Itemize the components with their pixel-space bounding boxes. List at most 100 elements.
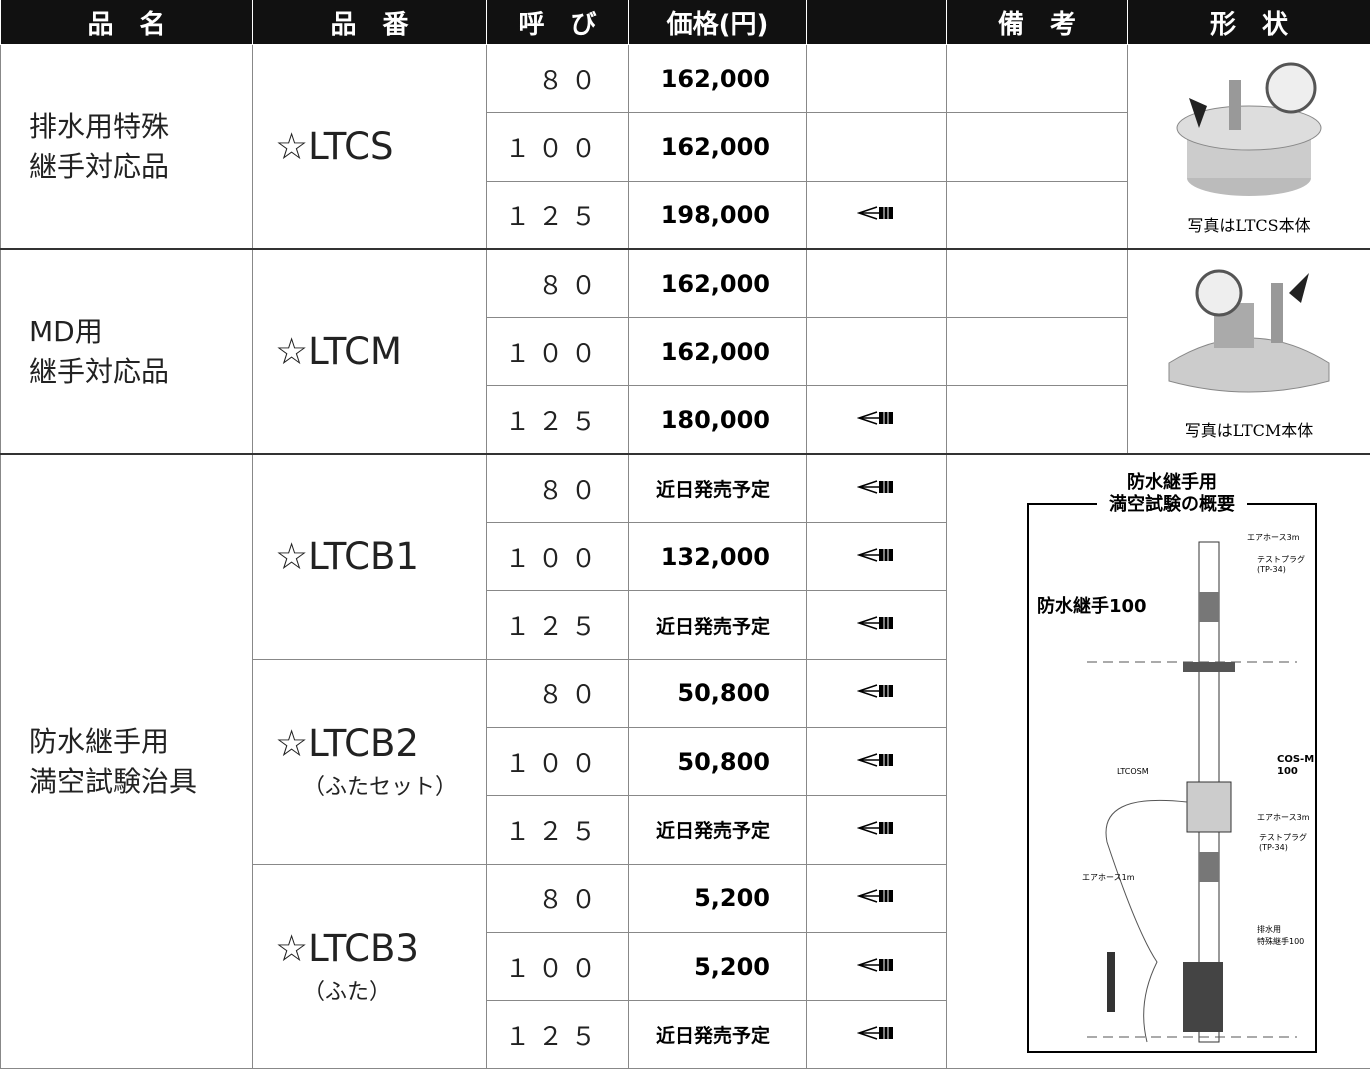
photo-ltcm <box>1168 269 1330 393</box>
diagram-label: エアホース1m <box>1082 873 1135 882</box>
product-code: ☆LTCB2 （ふたセット） <box>252 658 487 865</box>
diagram-label: テストプラグ <box>1257 554 1305 564</box>
plug <box>1199 591 1219 622</box>
pointer-icon <box>856 684 893 699</box>
price: 162,000 <box>628 248 807 319</box>
price: 162,000 <box>628 317 807 387</box>
photo-cell: 写真はLTCS本体 <box>1127 44 1370 250</box>
diagram-label: COS-M <box>1277 754 1314 765</box>
diagram-frame <box>1027 502 1317 1053</box>
size: １００ <box>486 112 629 182</box>
remarks <box>946 317 1128 387</box>
pointer-icon <box>856 752 893 767</box>
product-name: 防水継手用 満空試験治具 <box>0 453 253 1070</box>
price: 5,200 <box>628 931 807 1002</box>
size: １２５ <box>486 180 629 250</box>
diagram-label: テストプラグ <box>1259 832 1307 842</box>
price: 198,000 <box>628 180 807 250</box>
code: ☆LTCB3 <box>275 927 419 970</box>
size: ８０ <box>486 43 629 114</box>
remarks <box>946 385 1128 455</box>
icon-cell <box>806 658 947 728</box>
icon-cell <box>806 726 947 797</box>
icon-cell <box>806 317 947 387</box>
icon-cell <box>806 522 947 592</box>
size: １２５ <box>486 385 629 455</box>
remarks <box>946 43 1128 114</box>
icon-cell <box>806 1000 947 1070</box>
remarks <box>946 248 1128 319</box>
header-cell: 呼 び <box>486 0 629 45</box>
icon-cell <box>806 931 947 1002</box>
icon-cell <box>806 453 947 524</box>
remarks <box>946 180 1128 250</box>
size: １２５ <box>486 795 629 865</box>
product-code: ☆LTCB3 （ふた） <box>252 863 487 1070</box>
price: 162,000 <box>628 112 807 182</box>
header-cell: 備 考 <box>946 0 1128 45</box>
code: ☆LTCB1 <box>275 535 419 579</box>
pointer-icon <box>856 889 893 903</box>
pointer-icon <box>856 957 893 972</box>
joint <box>1183 661 1235 672</box>
size: １００ <box>486 317 629 387</box>
pump <box>1107 951 1115 1012</box>
photo-ltcs <box>1176 62 1322 196</box>
size: １００ <box>486 726 629 797</box>
diagram-label: 特殊継手100 <box>1257 936 1304 946</box>
pointer-icon <box>856 821 893 835</box>
diagram-label: エアホース3m <box>1257 813 1310 822</box>
product-code: ☆LTCM <box>252 248 487 455</box>
price: 近日発売予定 <box>628 590 807 660</box>
size: １００ <box>486 522 629 592</box>
price: 近日発売予定 <box>628 453 807 524</box>
icon-cell <box>806 112 947 182</box>
code: ☆LTCB2 <box>275 722 419 766</box>
diagram-label: 防水継手用 <box>1127 471 1217 493</box>
photo-cell: 写真はLTCM本体 <box>1127 248 1370 455</box>
size: １００ <box>486 931 629 1002</box>
header-cell: 形 状 <box>1127 0 1370 45</box>
code-sub: （ふたセット） <box>303 775 458 801</box>
diagram-label: 排水用 <box>1257 924 1281 934</box>
price: 162,000 <box>628 43 807 114</box>
title-bg <box>1097 487 1247 512</box>
icon-cell <box>806 180 947 250</box>
code-sub: （ふた） <box>303 980 392 1005</box>
header-cell <box>806 0 947 45</box>
pointer-icon <box>856 548 893 562</box>
header-cell: 品 番 <box>252 0 487 45</box>
base-joint <box>1183 961 1223 1032</box>
size: ８０ <box>486 453 629 524</box>
price: 近日発売予定 <box>628 795 807 865</box>
size: １２５ <box>486 590 629 660</box>
name-line: 満空試験治具 <box>29 764 198 798</box>
price: 50,800 <box>628 726 807 797</box>
price: 180,000 <box>628 385 807 455</box>
cos-m <box>1186 781 1232 833</box>
price: 50,800 <box>628 658 807 728</box>
price: 132,000 <box>628 522 807 592</box>
diagram-label: 防水継手100 <box>1037 595 1147 617</box>
diagram-cell: 防水継手用 満空試験の概要 エアホース3m テストプラグ (TP-34) 防水継手100 C… <box>946 453 1370 1070</box>
header-cell: 品 名 <box>0 0 253 45</box>
icon-cell <box>806 590 947 660</box>
icon-cell <box>806 385 947 455</box>
icon-cell <box>806 248 947 319</box>
size: ８０ <box>486 863 629 933</box>
pointer-icon <box>856 616 893 630</box>
product-name: 排水用特殊 継手対応品 <box>0 44 253 250</box>
pointer-icon <box>856 479 893 494</box>
diagram-label: エアホース3m <box>1247 533 1300 542</box>
remarks <box>946 112 1128 182</box>
size: ８０ <box>486 248 629 319</box>
diagram-label: (TP-34) <box>1257 565 1286 574</box>
hose <box>1105 799 1188 1042</box>
product-code: ☆LTCB1 <box>252 453 487 660</box>
icon-cell <box>806 863 947 933</box>
icon-cell <box>806 795 947 865</box>
price: 近日発売予定 <box>628 1000 807 1070</box>
header-cell: 価格(円) <box>628 0 807 45</box>
